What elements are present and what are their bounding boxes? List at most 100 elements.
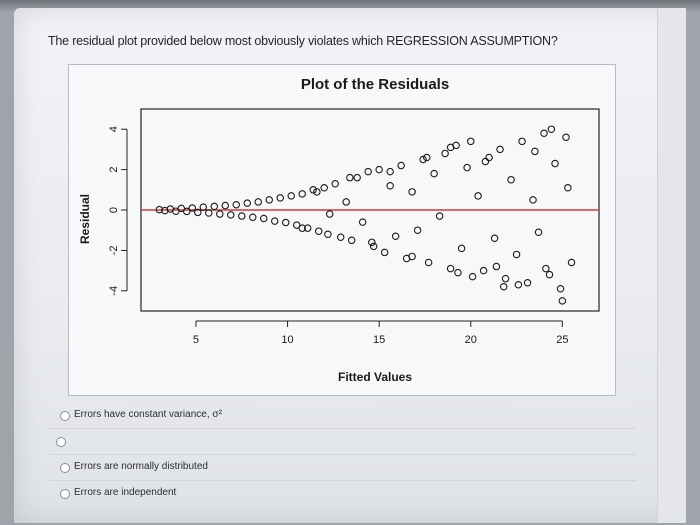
residual-point: [353, 173, 361, 182]
question-text: The residual plot provided below most ob…: [48, 34, 558, 48]
residual-point: [155, 205, 164, 214]
residual-point: [238, 212, 246, 220]
residual-point: [188, 204, 197, 212]
residual-point: [346, 173, 354, 182]
residual-point: [413, 226, 422, 234]
residual-point: [499, 283, 508, 291]
residual-point: [227, 211, 235, 219]
residual-point: [358, 218, 367, 226]
answer-option[interactable]: [50, 428, 636, 454]
radio-button[interactable]: [60, 411, 70, 421]
residual-point: [342, 198, 350, 206]
residual-point: [324, 230, 332, 238]
residual-point: [562, 133, 570, 142]
residual-point: [347, 236, 356, 245]
residual-point: [386, 182, 394, 190]
answer-option[interactable]: Errors have constant variance, σ²: [50, 403, 636, 428]
residual-point: [199, 203, 208, 211]
residual-plot: Plot of the Residuals 420-2-45 10 15 20 25 F…: [78, 76, 600, 384]
y-tick-label: 2: [108, 167, 120, 173]
residual-point: [391, 232, 400, 241]
residual-point: [542, 264, 550, 273]
residual-point: [298, 224, 306, 232]
residual-point: [531, 147, 539, 156]
residual-point: [468, 272, 477, 281]
residual-point: [331, 179, 339, 188]
residual-point: [514, 280, 523, 289]
residual-point: [205, 209, 213, 217]
residual-plot-frame: Plot of the Residuals 4 2 0 -2 -4 5 10 15 20 25 F…: [68, 64, 616, 396]
residual-point: [281, 218, 290, 227]
residual-point: [397, 161, 405, 170]
side-panel: [657, 8, 686, 523]
residual-point: [441, 149, 449, 158]
residual-point: [368, 238, 376, 247]
residual-point: [457, 244, 466, 253]
residual-point: [364, 167, 372, 176]
x-tick-label: 25: [556, 334, 568, 346]
residual-point: [183, 207, 191, 216]
x-tick-label: 5: [193, 334, 199, 346]
residual-point: [485, 153, 493, 162]
residual-point: [467, 137, 475, 146]
residual-point: [232, 200, 241, 209]
residual-point: [479, 266, 488, 275]
radio-button[interactable]: [60, 463, 70, 473]
residual-point: [492, 262, 501, 271]
residual-point: [270, 217, 279, 225]
residual-point: [408, 188, 416, 196]
residual-point: [303, 224, 312, 232]
residual-point: [454, 268, 462, 277]
residual-point: [518, 137, 526, 146]
residual-point: [501, 274, 510, 283]
residual-point: [558, 297, 567, 305]
residual-point: [265, 196, 273, 204]
residual-point: [545, 270, 554, 279]
residual-point: [287, 192, 295, 200]
residual-point: [529, 196, 537, 204]
points-layer: [155, 125, 576, 305]
residual-point: [547, 125, 556, 133]
residual-point: [423, 153, 431, 162]
residual-point: [298, 190, 306, 198]
residual-point: [249, 213, 257, 222]
answer-label: Errors have constant variance, σ²: [74, 409, 222, 420]
residual-point: [369, 242, 378, 251]
axes-layer: 420-2-45 10 15 20 25: [108, 108, 600, 346]
residual-point: [435, 212, 444, 220]
residual-point: [540, 129, 548, 137]
residual-point: [496, 145, 504, 154]
answer-label: Errors are normally distributed: [74, 461, 208, 472]
residual-point: [221, 201, 230, 210]
y-tick-label: 0: [108, 207, 120, 213]
residual-point: [325, 210, 334, 218]
quiz-screen: The residual plot provided below most ob…: [14, 8, 686, 523]
residual-point: [446, 143, 455, 152]
residual-point: [314, 227, 323, 235]
residual-point: [177, 204, 186, 213]
residual-point: [320, 184, 328, 192]
radio-button[interactable]: [56, 437, 66, 447]
residual-point: [534, 228, 543, 236]
chart-title: Plot of the Residuals: [301, 76, 449, 93]
residual-point: [194, 208, 202, 217]
y-tick-label: -4: [108, 286, 120, 296]
residual-point: [408, 252, 416, 261]
answer-option[interactable]: Errors are normally distributed: [50, 454, 636, 480]
residual-point: [210, 202, 219, 211]
residual-point: [292, 221, 301, 229]
x-tick-label: 20: [465, 334, 477, 346]
residual-point: [523, 278, 532, 287]
radio-button[interactable]: [60, 489, 70, 499]
answer-option[interactable]: Errors are independent: [50, 480, 636, 506]
residual-point: [551, 159, 559, 168]
residual-point: [567, 258, 576, 267]
x-tick-label: 15: [373, 334, 385, 346]
answer-label: Errors are independent: [74, 487, 177, 498]
y-axis-title: Residual: [78, 194, 92, 244]
residual-point: [564, 184, 572, 192]
x-axis-title: Fitted Values: [338, 370, 412, 384]
residual-point: [463, 163, 471, 172]
x-tick-label: 10: [281, 334, 293, 346]
residual-point: [386, 167, 394, 176]
